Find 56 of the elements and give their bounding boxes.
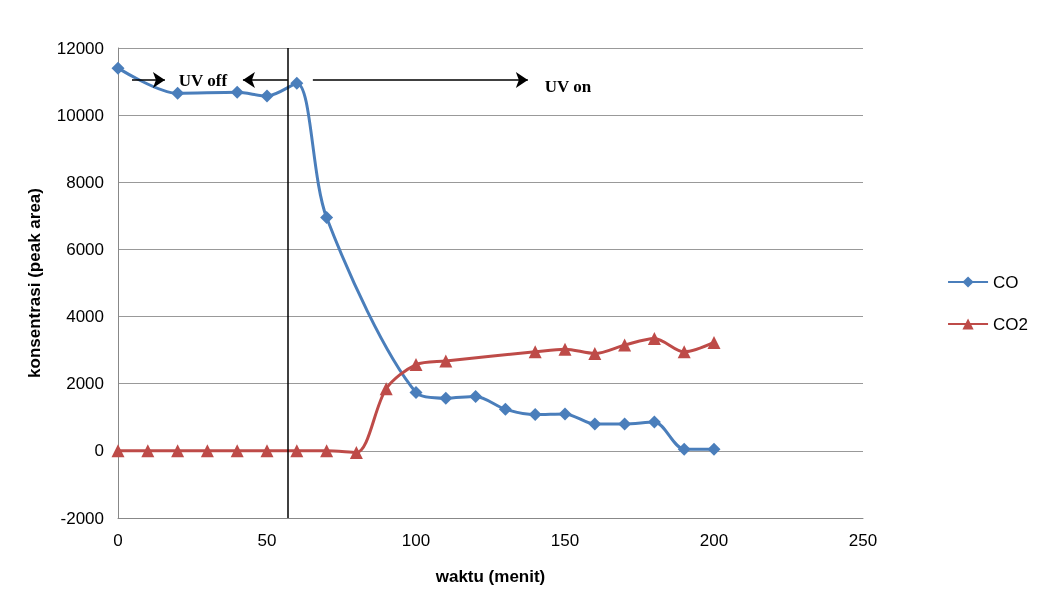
point	[618, 338, 632, 352]
x-tick-label: 50	[257, 531, 277, 550]
point	[498, 402, 512, 416]
x-tick-label: 200	[699, 531, 729, 550]
point	[409, 358, 423, 372]
point	[647, 415, 661, 429]
point	[707, 442, 721, 456]
point	[707, 335, 721, 349]
point	[320, 211, 334, 225]
x-tick-label: 150	[550, 531, 580, 550]
point	[379, 382, 393, 396]
point	[290, 444, 304, 458]
point	[528, 345, 542, 359]
x-tick-label: 0	[113, 531, 123, 550]
point	[469, 389, 483, 403]
point	[349, 446, 363, 460]
y-tick-label: 4000	[66, 307, 104, 327]
point	[260, 444, 274, 458]
point	[171, 86, 185, 100]
point	[230, 85, 244, 99]
point	[111, 61, 125, 75]
point	[588, 347, 602, 360]
legend-label: CO2	[993, 314, 1029, 334]
point	[677, 442, 691, 456]
y-tick-label: 6000	[66, 239, 104, 259]
y-tick-label: 12000	[56, 38, 104, 58]
y-tick-label: 10000	[56, 105, 104, 125]
point	[111, 444, 125, 458]
y-tick-label: 2000	[66, 374, 104, 394]
point	[230, 444, 244, 458]
x-axis-title: waktu (menit)	[434, 567, 546, 586]
point	[558, 407, 572, 421]
point	[588, 417, 602, 431]
point	[677, 345, 691, 359]
annotation: UV on	[544, 76, 592, 96]
point	[171, 444, 185, 458]
point	[141, 444, 155, 458]
y-axis-title: konsentrasi (peak area)	[25, 188, 44, 378]
y-tick-label: 8000	[66, 172, 104, 192]
y-tick-label: -2000	[60, 508, 104, 528]
point	[439, 354, 453, 368]
point	[409, 385, 423, 399]
legend-label: CO	[993, 272, 1019, 292]
point	[558, 342, 572, 356]
x-tick-label: 100	[401, 531, 431, 550]
point	[290, 76, 304, 90]
y-tick-label: 0	[94, 441, 104, 461]
annotation: UV off	[178, 70, 228, 90]
point	[618, 417, 632, 431]
point	[647, 331, 661, 345]
point	[439, 391, 453, 405]
point	[260, 89, 274, 103]
point	[200, 444, 214, 458]
point	[528, 408, 542, 422]
x-tick-label: 250	[848, 531, 878, 550]
point	[320, 444, 334, 458]
